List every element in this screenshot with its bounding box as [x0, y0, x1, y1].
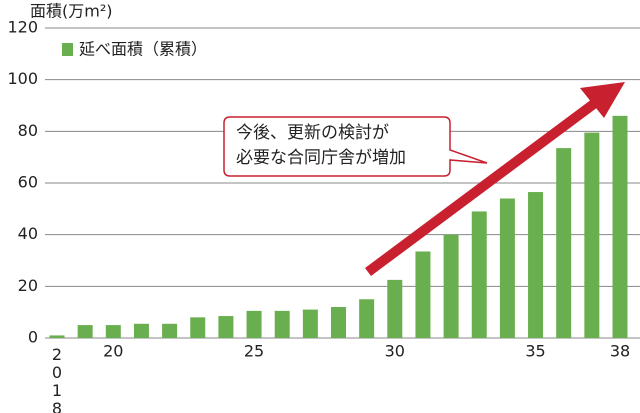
x-tick-label: 38 — [610, 342, 630, 361]
bar — [162, 323, 178, 338]
bar — [331, 307, 346, 338]
trend-arrow-head — [580, 82, 625, 118]
bar — [49, 335, 65, 338]
annotation-text: 今後、更新の検討が — [236, 123, 389, 143]
y-tick-label: 120 — [7, 18, 38, 37]
bar — [612, 115, 628, 338]
bar — [584, 132, 600, 338]
x-tick-label: 35 — [525, 342, 545, 361]
x-tick-label: 2018 — [48, 345, 67, 413]
bar — [528, 192, 544, 338]
bar — [556, 148, 572, 338]
x-tick-label: 20 — [103, 342, 123, 361]
bar — [133, 323, 149, 338]
legend-swatch — [62, 43, 73, 56]
legend-label: 延べ面積（累積） — [79, 40, 207, 59]
callout-box — [223, 116, 488, 177]
bar — [415, 251, 431, 338]
bar — [359, 299, 375, 338]
trend-arrow — [365, 98, 598, 277]
bar — [105, 325, 121, 338]
bar — [77, 325, 93, 338]
bar — [302, 309, 318, 338]
annotation-text: 必要な合同庁舎が増加 — [236, 148, 406, 168]
y-tick-label: 40 — [18, 224, 38, 243]
bar — [387, 279, 403, 338]
y-axis-label: 面積(万m²) — [30, 2, 113, 21]
bar — [443, 234, 459, 338]
bar — [190, 317, 206, 338]
bar — [274, 310, 290, 338]
bar — [471, 211, 487, 338]
y-tick-label: 20 — [18, 276, 38, 295]
x-tick-label: 25 — [244, 342, 264, 361]
x-tick-label: 30 — [385, 342, 405, 361]
y-tick-label: 60 — [18, 173, 38, 192]
y-tick-label: 100 — [7, 69, 38, 88]
bar — [499, 198, 515, 338]
bar — [218, 316, 234, 338]
bar — [246, 310, 262, 338]
y-tick-label: 0 — [28, 328, 38, 347]
y-tick-label: 80 — [18, 121, 38, 140]
